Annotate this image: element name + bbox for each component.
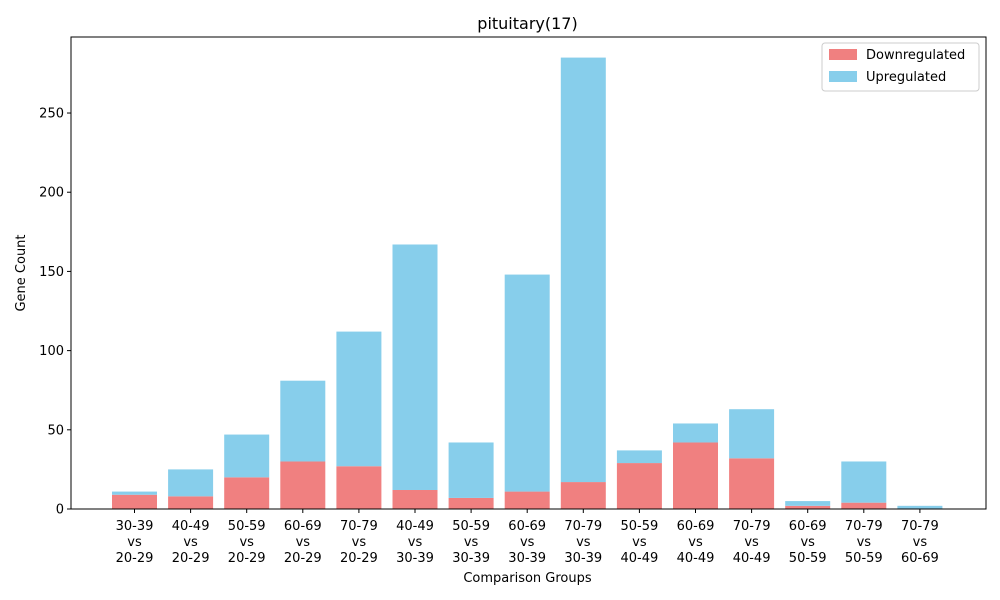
x-tick-label: 70-79 vs 50-59 (845, 519, 883, 566)
x-axis-label: Comparison Groups (463, 571, 592, 586)
legend-frame (821, 42, 980, 92)
bar-upregulated-5 (392, 244, 438, 490)
chart-title: pituitary(17) (477, 14, 577, 33)
bar-upregulated-11 (729, 409, 775, 459)
bar-upregulated-14 (897, 505, 943, 509)
bar-upregulated-6 (448, 442, 494, 498)
y-tick-label: 200 (39, 186, 64, 201)
x-tick-label: 40-49 vs 30-39 (396, 519, 434, 566)
bar-downregulated-7 (504, 491, 550, 509)
bar-upregulated-10 (673, 423, 718, 443)
bar-upregulated-0 (112, 491, 157, 495)
bar-downregulated-3 (280, 461, 326, 509)
bar-upregulated-12 (785, 501, 831, 506)
bar-downregulated-9 (616, 463, 662, 509)
y-tick-label: 250 (39, 107, 64, 122)
bar-downregulated-10 (673, 442, 718, 509)
bar-downregulated-5 (392, 489, 438, 509)
x-tick-label: 60-69 vs 20-29 (284, 519, 322, 566)
x-tick-label: 70-79 vs 60-69 (901, 519, 939, 566)
legend-swatch-downregulated (829, 49, 857, 60)
y-tick-label: 150 (39, 265, 64, 280)
x-tick-label: 60-69 vs 50-59 (789, 519, 827, 566)
x-tick-label: 50-59 vs 20-29 (228, 519, 266, 566)
x-tick-label: 50-59 vs 30-39 (452, 519, 490, 566)
bar-upregulated-2 (224, 434, 270, 478)
bar-downregulated-12 (785, 505, 831, 509)
y-axis-label: Gene Count (14, 234, 29, 311)
legend-label-downregulated: Downregulated (866, 48, 965, 63)
bar-upregulated-1 (168, 469, 214, 497)
x-tick-label: 60-69 vs 40-49 (677, 519, 715, 566)
y-tick-label: 50 (47, 423, 64, 438)
x-tick-label: 50-59 vs 40-49 (621, 519, 659, 566)
bar-upregulated-3 (280, 380, 326, 462)
bars-group (112, 57, 943, 509)
bar-downregulated-0 (112, 494, 157, 509)
bar-downregulated-2 (224, 477, 270, 509)
x-tick-label: 60-69 vs 30-39 (508, 519, 546, 566)
bar-upregulated-9 (616, 450, 662, 464)
y-axis: 0 50 100 150 200 250 (39, 107, 71, 518)
bar-upregulated-7 (504, 274, 550, 492)
bar-upregulated-8 (560, 57, 606, 483)
x-tick-label: 40-49 vs 20-29 (172, 519, 210, 566)
bar-downregulated-11 (729, 458, 775, 509)
x-tick-label: 70-79 vs 20-29 (340, 519, 378, 566)
x-tick-label: 70-79 vs 30-39 (564, 519, 602, 566)
x-tick-label: 30-39 vs 20-29 (116, 519, 154, 566)
bar-downregulated-8 (560, 482, 606, 509)
bar-downregulated-4 (336, 466, 382, 509)
y-tick-label: 100 (39, 344, 64, 359)
bar-downregulated-6 (448, 497, 494, 509)
y-tick-label: 0 (56, 503, 64, 518)
plot-frame (70, 36, 987, 510)
bar-downregulated-13 (841, 502, 887, 509)
legend-swatch-upregulated (829, 71, 857, 82)
legend: Downregulated Upregulated (821, 42, 980, 92)
bar-upregulated-13 (841, 461, 887, 503)
bar-downregulated-1 (168, 496, 214, 509)
bar-upregulated-4 (336, 331, 382, 467)
legend-label-upregulated: Upregulated (866, 70, 946, 85)
x-axis: 30-39 vs 20-29 40-49 vs 20-29 50-59 vs 20-29 60-6… (116, 509, 939, 566)
x-tick-label: 70-79 vs 40-49 (733, 519, 771, 566)
